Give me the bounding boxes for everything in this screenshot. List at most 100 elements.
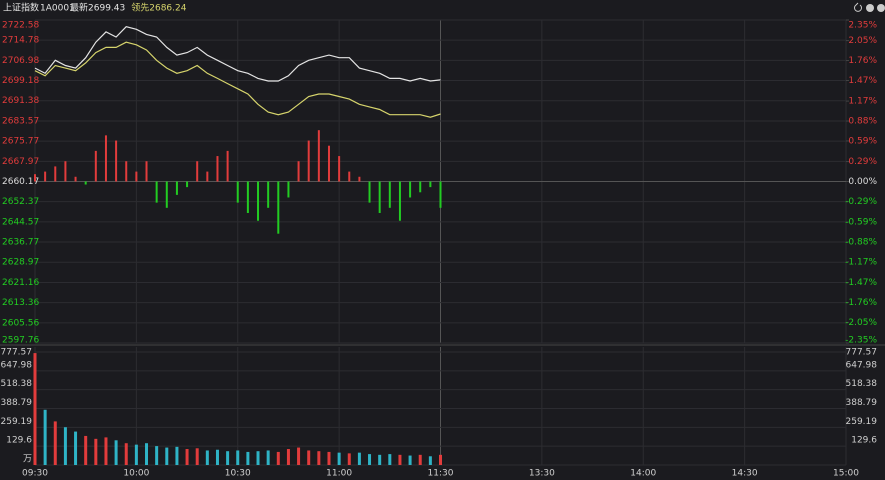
volume-bar (155, 446, 159, 465)
y-tick-label: 2652.37 (2, 197, 39, 207)
bar (145, 161, 148, 182)
y-tick-label: 2714.78 (2, 36, 39, 46)
bar (429, 181, 432, 188)
volume-bar (94, 438, 98, 465)
bar (287, 181, 290, 198)
y-tick-label: 2667.97 (2, 157, 39, 167)
bar (348, 171, 351, 182)
bar (115, 140, 118, 182)
y-tick-label: 388.79 (1, 398, 33, 408)
x-tick-label: 14:30 (732, 469, 758, 479)
volume-bar (165, 447, 169, 465)
volume-bar (266, 450, 270, 465)
bar (236, 181, 239, 203)
y2-tick-label: -1.76% (845, 298, 877, 308)
volume-bar (439, 454, 442, 465)
y-tick-label: 2722.58 (2, 21, 39, 31)
y2-tick-label: 1.47% (848, 76, 877, 86)
volume-bar (408, 455, 412, 465)
y2-tick-label: 2.05% (848, 36, 877, 46)
bar (206, 171, 209, 182)
y2-tick-label: -0.88% (845, 237, 877, 247)
y2-tick-label: 2.35% (848, 21, 877, 31)
y2-tick-label: -2.05% (845, 318, 877, 328)
legend-label: 最新 (70, 2, 88, 14)
price-line (34, 26, 441, 82)
bar (368, 181, 371, 203)
bar (74, 176, 77, 182)
legend-value: 2686.24 (149, 4, 186, 14)
bar (226, 150, 229, 182)
y-tick-label: 万 (23, 455, 32, 465)
bar (165, 181, 168, 208)
volume-bar (104, 437, 108, 465)
bar (44, 171, 47, 182)
header-title: 上证指数 (3, 2, 39, 14)
y-tick-label: 2597.76 (2, 336, 39, 346)
zoom-out-icon[interactable] (877, 4, 885, 12)
zoom-in-icon[interactable] (866, 4, 874, 12)
volume-bar (215, 449, 219, 465)
bar (338, 156, 341, 182)
volume-bar (418, 454, 422, 465)
y2-tick-label: 129.6 (851, 436, 877, 446)
y2-tick-label: -2.35% (845, 336, 877, 346)
y-tick-label: 2621.16 (2, 278, 39, 288)
y2-tick-label: 259.19 (846, 417, 878, 427)
volume-bar (185, 449, 189, 465)
bar (388, 181, 391, 208)
x-tick-label: 10:30 (225, 469, 251, 479)
price-line (34, 41, 441, 118)
y-tick-label: 2660.17 (2, 177, 39, 187)
y-tick-label: 777.57 (1, 348, 33, 358)
bar (84, 181, 87, 185)
bar (196, 161, 199, 182)
bar (186, 181, 189, 188)
bar (307, 140, 310, 182)
volume-bar (43, 409, 47, 465)
bar (216, 156, 219, 182)
y-tick-label: 2675.77 (2, 137, 39, 147)
bar (439, 181, 442, 208)
volume-bar (114, 440, 118, 465)
bar (327, 145, 330, 182)
y-tick-label: 2706.98 (2, 56, 39, 66)
y2-tick-label: -1.17% (845, 257, 877, 267)
y2-tick-label: 777.57 (846, 348, 878, 358)
y2-tick-label: 0.88% (848, 117, 877, 127)
volume-bar (175, 446, 179, 465)
volume-bar (195, 448, 199, 465)
volume-bar (63, 427, 67, 465)
reset-icon[interactable] (854, 2, 862, 12)
bar (398, 181, 401, 221)
x-tick-label: 10:00 (123, 469, 149, 479)
y2-tick-label: -1.47% (845, 278, 877, 288)
y-tick-label: 129.6 (6, 436, 32, 446)
volume-bar (84, 435, 88, 465)
y-tick-label: 2644.57 (2, 217, 39, 227)
y2-tick-label: 1.17% (848, 97, 877, 107)
bar (297, 161, 300, 182)
volume-bar (134, 444, 138, 465)
bar (409, 181, 412, 198)
y-tick-label: 518.38 (1, 379, 33, 389)
y2-tick-label: 1.76% (848, 56, 877, 66)
bar (358, 176, 361, 182)
y2-tick-label: 647.98 (846, 360, 878, 370)
y-tick-label: 2683.57 (2, 116, 39, 126)
x-tick-label: 09:30 (22, 469, 48, 479)
volume-bar (327, 451, 331, 465)
bar (317, 130, 320, 182)
y-tick-label: 2613.36 (2, 298, 39, 308)
y2-tick-label: -0.59% (845, 218, 877, 228)
x-tick-label: 14:00 (630, 469, 656, 479)
y-tick-label: 2636.77 (2, 238, 39, 248)
x-tick-label: 13:30 (529, 469, 555, 479)
volume-bar (246, 451, 250, 465)
bar (257, 181, 260, 221)
volume-bar (145, 443, 149, 465)
bar (419, 181, 422, 193)
y-tick-label: 2699.18 (2, 76, 39, 86)
volume-bar (428, 456, 432, 465)
